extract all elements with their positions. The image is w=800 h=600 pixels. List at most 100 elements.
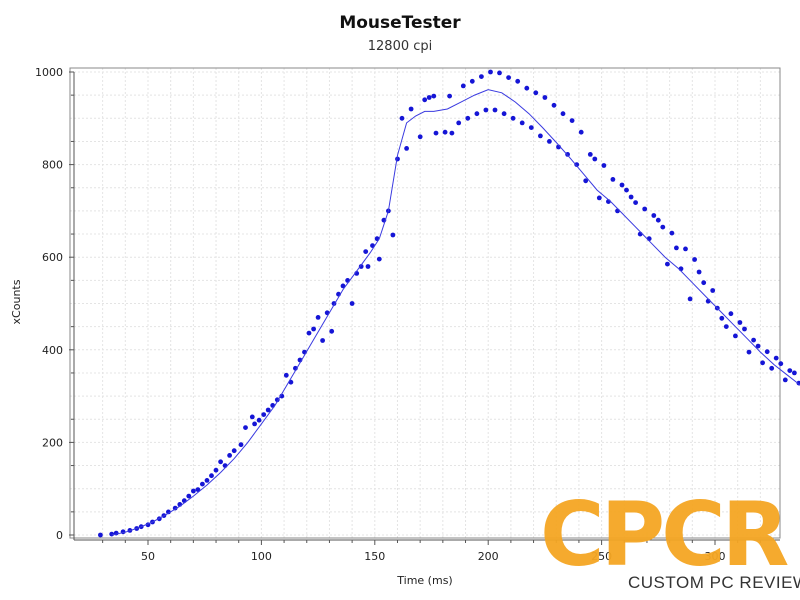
data-point	[252, 421, 257, 427]
data-point	[442, 129, 448, 135]
data-point	[261, 412, 267, 417]
data-point	[760, 360, 765, 366]
data-point	[528, 125, 534, 130]
data-point	[501, 111, 507, 117]
data-point	[98, 532, 103, 538]
data-point	[737, 320, 743, 325]
x-axis-label: Time (ms)	[396, 574, 452, 587]
data-point	[204, 478, 210, 483]
data-point	[488, 69, 493, 75]
data-point	[243, 425, 248, 430]
data-point	[710, 288, 716, 293]
data-point	[426, 95, 432, 100]
data-point	[551, 102, 557, 108]
data-point	[422, 97, 428, 103]
data-point	[497, 70, 502, 76]
data-point	[479, 74, 484, 79]
data-point	[349, 301, 355, 306]
x-tick-label: 100	[251, 550, 272, 563]
data-point	[195, 487, 201, 492]
data-point	[329, 328, 335, 334]
data-point	[733, 333, 738, 339]
data-point	[773, 355, 779, 361]
y-tick-label: 200	[42, 436, 63, 449]
y-tick-label: 800	[42, 159, 63, 172]
data-point	[433, 130, 439, 136]
data-point	[465, 115, 471, 121]
axes: 50 100 150 200 250 300 0 200 400 600 800 1000	[35, 66, 780, 563]
data-point	[483, 107, 489, 113]
data-point	[449, 130, 455, 136]
data-point	[728, 311, 734, 317]
chart-title: MouseTester	[339, 13, 461, 33]
data-point	[249, 414, 255, 420]
data-point	[227, 453, 233, 458]
data-point	[474, 111, 480, 117]
data-point	[701, 280, 707, 286]
data-point	[456, 120, 462, 126]
data-point	[186, 493, 192, 499]
data-point	[209, 473, 214, 479]
grid	[70, 68, 780, 538]
data-point	[390, 232, 396, 238]
data-point	[683, 246, 688, 252]
data-point	[624, 187, 629, 193]
data-point	[633, 200, 638, 206]
data-point	[692, 257, 697, 262]
data-point	[538, 133, 543, 139]
data-point	[587, 152, 593, 157]
data-point	[200, 481, 205, 487]
data-point	[764, 349, 770, 355]
data-point	[574, 162, 580, 168]
data-point	[687, 296, 693, 302]
data-point	[218, 459, 224, 465]
data-point	[363, 249, 369, 255]
data-point	[408, 106, 414, 112]
data-point	[358, 264, 364, 269]
data-point	[283, 372, 289, 378]
data-point	[376, 256, 382, 262]
data-point	[674, 245, 679, 251]
data-point	[510, 115, 516, 121]
data-point	[746, 349, 752, 355]
data-point	[778, 361, 784, 367]
data-point	[560, 111, 566, 117]
y-tick-label: 400	[42, 344, 63, 357]
data-point	[610, 177, 616, 182]
data-point	[787, 368, 793, 373]
data-point	[399, 115, 405, 121]
x-tick-label: 200	[478, 550, 499, 563]
watermark-logo-text: CPCR	[540, 483, 788, 586]
data-point	[340, 283, 346, 289]
data-point	[404, 146, 409, 151]
data-point	[515, 78, 521, 84]
data-point	[569, 118, 575, 123]
chart-subtitle: 12800 cpi	[368, 39, 433, 54]
watermark-brand-text: CUSTOM PC REVIEW	[628, 573, 800, 592]
data-point	[506, 75, 511, 80]
data-point	[592, 156, 598, 162]
data-point	[578, 129, 584, 135]
data-point	[191, 488, 196, 494]
data-point	[628, 194, 634, 200]
data-point	[601, 163, 607, 168]
data-point	[311, 326, 316, 332]
data-point	[109, 531, 115, 537]
data-point	[751, 337, 756, 343]
data-point	[213, 467, 219, 473]
data-point	[542, 95, 548, 100]
data-point	[696, 269, 702, 275]
data-point	[655, 217, 661, 223]
data-point	[723, 324, 729, 329]
data-point	[256, 417, 262, 423]
plot-area	[69, 67, 781, 539]
y-tick-label: 1000	[35, 66, 63, 79]
data-point	[719, 315, 725, 321]
data-point	[524, 85, 530, 91]
data-point	[642, 206, 648, 212]
data-point	[265, 407, 271, 413]
data-point	[660, 224, 666, 230]
data-point	[755, 343, 761, 349]
data-point	[231, 448, 237, 454]
